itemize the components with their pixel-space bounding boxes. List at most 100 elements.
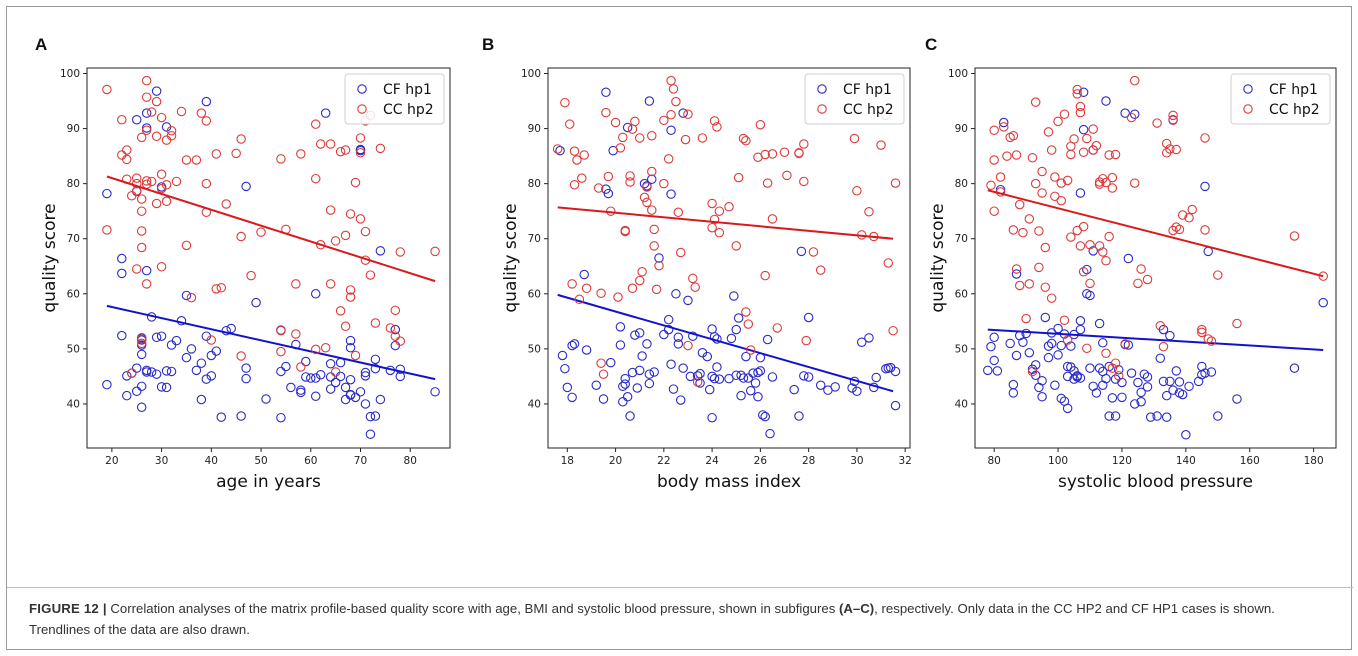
data-point — [296, 385, 306, 395]
y-tick-label: 70 — [955, 233, 968, 245]
data-point — [888, 325, 898, 336]
data-point — [712, 122, 722, 132]
data-point — [127, 368, 137, 378]
data-point — [325, 384, 336, 394]
data-point — [733, 172, 744, 183]
data-point — [365, 270, 376, 280]
data-point — [241, 363, 251, 373]
y-tick-label: 40 — [67, 398, 80, 410]
data-point — [310, 373, 321, 383]
data-point — [630, 330, 640, 340]
data-point — [666, 189, 676, 199]
panel-a: A 20 30 40 50 60 70 80 40 50 60 70 80 90 100 age in yea… — [35, 35, 451, 492]
data-point — [1174, 224, 1185, 235]
data-point — [989, 332, 999, 343]
data-point — [1040, 242, 1051, 253]
data-point — [714, 206, 725, 216]
data-point — [330, 367, 341, 377]
data-point — [1078, 221, 1089, 232]
data-point — [136, 242, 147, 253]
data-point — [762, 334, 773, 345]
data-point — [1043, 341, 1054, 351]
data-point — [659, 329, 669, 340]
data-point — [1075, 101, 1086, 112]
data-point — [603, 188, 614, 199]
series-cf-hp1 — [555, 87, 901, 439]
data-point — [360, 399, 371, 409]
data-point — [161, 180, 172, 190]
caption-label: FIGURE 12 | — [29, 601, 107, 616]
data-point — [166, 126, 177, 136]
data-point — [801, 335, 811, 346]
y-tick-label: 40 — [528, 398, 541, 410]
data-point — [695, 368, 705, 379]
data-point — [1011, 350, 1022, 361]
data-point — [1085, 240, 1095, 250]
data-point — [1014, 280, 1025, 291]
series-cc-hp2 — [102, 75, 440, 378]
data-point — [1056, 195, 1067, 206]
data-point — [574, 294, 585, 305]
data-point — [1027, 366, 1038, 377]
data-point — [1318, 271, 1328, 281]
panel-letter: A — [35, 35, 47, 54]
data-point — [1114, 371, 1124, 381]
data-point — [1098, 338, 1108, 348]
data-point — [141, 75, 152, 86]
data-point — [649, 367, 659, 377]
data-point — [627, 367, 638, 378]
data-point — [141, 279, 152, 289]
data-point — [794, 411, 804, 421]
data-point — [569, 146, 580, 156]
data-point — [663, 314, 674, 325]
data-point — [1197, 327, 1207, 338]
data-point — [815, 265, 826, 275]
data-point — [1008, 225, 1019, 235]
data-point — [620, 379, 630, 389]
data-point — [610, 117, 621, 128]
data-point — [156, 382, 167, 392]
data-point — [1072, 225, 1082, 236]
data-point — [127, 191, 137, 201]
data-point — [755, 119, 766, 130]
data-point — [1085, 363, 1095, 373]
data-point — [276, 346, 286, 357]
data-point — [325, 205, 336, 215]
data-point — [1155, 320, 1166, 331]
data-point — [102, 84, 112, 95]
data-point — [176, 106, 187, 117]
data-point — [709, 373, 720, 384]
data-point — [1078, 147, 1089, 158]
data-point — [1024, 347, 1035, 358]
data-point — [707, 412, 717, 423]
data-point — [131, 115, 142, 125]
data-point — [1126, 368, 1137, 378]
data-point — [712, 362, 722, 372]
legend: CF hp1 CC hp2 — [1230, 73, 1331, 125]
data-point — [767, 149, 778, 159]
data-point — [569, 180, 580, 190]
y-axis-label: quality score — [501, 203, 521, 312]
data-point — [296, 149, 306, 159]
legend: CF hp1 CC hp2 — [344, 73, 445, 125]
data-point — [799, 371, 809, 381]
data-point — [724, 202, 734, 212]
data-point — [685, 371, 696, 382]
data-point — [1177, 389, 1188, 400]
data-point — [1062, 335, 1073, 345]
legend-label-cf: CF hp1 — [843, 82, 892, 98]
data-point — [1040, 312, 1051, 323]
data-point — [567, 392, 577, 403]
data-point — [883, 258, 894, 268]
data-point — [117, 268, 127, 279]
data-point — [370, 354, 381, 365]
data-point — [634, 365, 645, 376]
legend-label-cc: CC hp2 — [383, 102, 434, 118]
data-point — [186, 292, 197, 303]
data-point — [618, 132, 628, 143]
data-point — [430, 246, 440, 257]
x-axis-label: age in years — [216, 472, 321, 492]
data-point — [779, 147, 790, 158]
data-point — [1082, 264, 1092, 275]
data-point — [1088, 124, 1098, 134]
